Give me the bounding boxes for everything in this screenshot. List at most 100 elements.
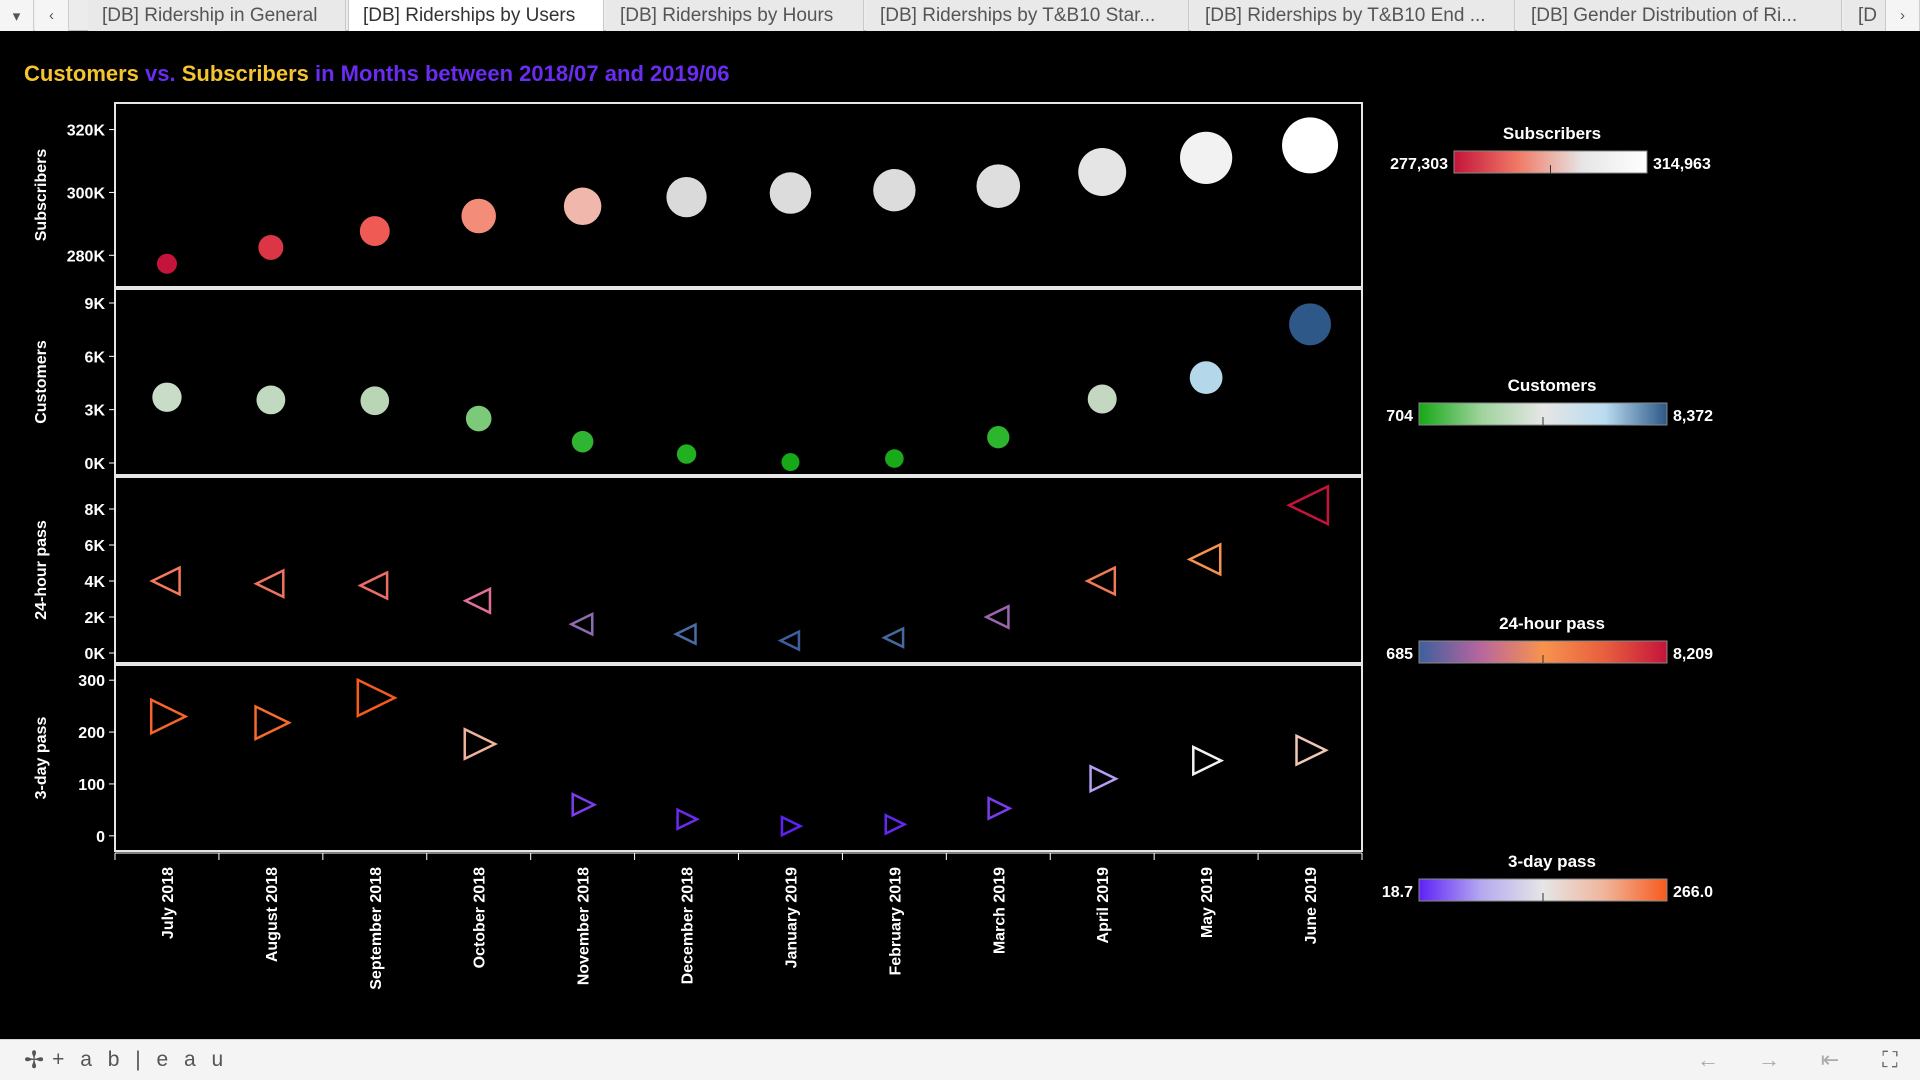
legend-3-day-pass[interactable]: 3-day pass 18.7 266.0 (1382, 852, 1713, 902)
tab-scroll-left-button[interactable]: ‹ (35, 0, 69, 31)
tab-riderships-by-hours[interactable]: [DB] Riderships by Hours (606, 0, 864, 31)
y-tick-label: 6K (85, 349, 106, 366)
mark-24-hour-pass-april-2019[interactable] (1084, 565, 1117, 597)
tab-menu-button[interactable]: ▾ (0, 0, 34, 31)
legend-max: 8,372 (1673, 408, 1713, 425)
y-tick-label: 9K (85, 296, 106, 313)
mark-3-day-pass-january-2019[interactable] (780, 815, 804, 838)
mark-customers-february-2019[interactable] (885, 449, 904, 468)
y-tick-label: 2K (85, 610, 106, 627)
mark-customers-november-2018[interactable] (571, 430, 594, 453)
mark-3-day-pass-may-2019[interactable] (1192, 744, 1225, 777)
tab-gender-distribution[interactable]: [DB] Gender Distribution of Ri... (1517, 0, 1842, 31)
y-axis-label: 24-hour pass (33, 520, 50, 620)
mark-customers-august-2018[interactable] (256, 385, 286, 415)
mark-24-hour-pass-december-2018[interactable] (673, 622, 697, 646)
mark-customers-july-2018[interactable] (152, 382, 182, 412)
tab-riderships-by-tb10-end[interactable]: [DB] Riderships by T&B10 End ... (1191, 0, 1515, 31)
mark-3-day-pass-october-2018[interactable] (463, 727, 498, 761)
y-tick-label: 8K (85, 502, 106, 519)
tab-label: [D (1858, 4, 1877, 26)
mark-customers-march-2019[interactable] (987, 426, 1010, 449)
tab-label: [DB] Riderships by T&B10 End ... (1205, 4, 1486, 26)
mark-24-hour-pass-july-2018[interactable] (149, 565, 181, 597)
mark-3-day-pass-february-2019[interactable] (884, 813, 908, 836)
mark-customers-january-2019[interactable] (781, 453, 800, 472)
tab-bar: ▾ ‹ [DB] Ridership in General [DB] Rider… (0, 0, 1920, 32)
tab-riderships-by-tb10-start[interactable]: [DB] Riderships by T&B10 Star... (866, 0, 1189, 31)
tableau-logo[interactable]: ✢ + a b | e a u (24, 1046, 228, 1074)
tab-label: [DB] Riderships by Users (363, 5, 576, 26)
y-axis-label: Subscribers (33, 149, 50, 242)
mark-subscribers-september-2018[interactable] (359, 216, 390, 247)
mark-24-hour-pass-february-2019[interactable] (881, 626, 905, 649)
mark-24-hour-pass-august-2018[interactable] (253, 568, 285, 599)
mark-3-day-pass-november-2018[interactable] (571, 792, 598, 818)
tab-truncated[interactable]: [D (1844, 0, 1886, 31)
undo-button[interactable]: ← (1693, 1047, 1723, 1072)
mark-24-hour-pass-november-2018[interactable] (568, 611, 594, 637)
mark-3-day-pass-march-2019[interactable] (987, 796, 1013, 821)
mark-24-hour-pass-may-2019[interactable] (1186, 542, 1222, 577)
mark-subscribers-december-2018[interactable] (666, 177, 707, 218)
mark-3-day-pass-september-2018[interactable] (356, 677, 398, 718)
mark-subscribers-june-2019[interactable] (1282, 117, 1339, 174)
chart-title: Customers vs. Subscribers in Months betw… (24, 61, 730, 86)
legend-max: 266.0 (1673, 884, 1713, 901)
x-tick-label: December 2018 (680, 867, 697, 985)
chevron-down-icon: ▾ (12, 7, 21, 25)
redo-button[interactable]: → (1754, 1047, 1784, 1072)
mark-subscribers-july-2018[interactable] (156, 253, 177, 274)
mark-subscribers-february-2019[interactable] (873, 169, 916, 212)
mark-24-hour-pass-june-2019[interactable] (1286, 484, 1330, 527)
mark-subscribers-january-2019[interactable] (769, 172, 812, 214)
legend-title: 3-day pass (1508, 852, 1596, 871)
revert-button[interactable]: ⇤ (1815, 1047, 1845, 1072)
mark-subscribers-august-2018[interactable] (258, 234, 284, 260)
mark-customers-april-2019[interactable] (1087, 384, 1117, 414)
legend-subscribers[interactable]: Subscribers 277,303 314,963 (1390, 124, 1711, 174)
mark-3-day-pass-december-2018[interactable] (676, 807, 700, 831)
mark-customers-december-2018[interactable] (676, 444, 697, 464)
mark-customers-september-2018[interactable] (360, 386, 390, 416)
legend-customers[interactable]: Customers 704 8,372 (1386, 376, 1713, 426)
fullscreen-icon: ⛶ (1882, 1047, 1898, 1072)
legend-title: 24-hour pass (1499, 614, 1605, 633)
y-axis-label: 3-day pass (33, 717, 50, 800)
y-tick-label: 100 (78, 777, 105, 794)
tableau-plus-icon: ✢ (24, 1046, 45, 1074)
legend-title: Subscribers (1503, 124, 1601, 143)
x-tick-label: February 2019 (887, 867, 904, 976)
mark-24-hour-pass-september-2018[interactable] (357, 570, 389, 601)
y-tick-label: 320K (67, 123, 106, 140)
chevron-left-icon: ‹ (49, 7, 54, 24)
mark-24-hour-pass-october-2018[interactable] (462, 586, 492, 615)
mark-subscribers-may-2019[interactable] (1180, 131, 1233, 184)
panel-frame (114, 664, 1363, 852)
mark-subscribers-march-2019[interactable] (976, 164, 1021, 208)
mark-subscribers-october-2018[interactable] (461, 198, 496, 234)
y-tick-label: 0K (85, 456, 106, 473)
arrow-left-icon: ← (1697, 1047, 1719, 1072)
legend-24-hour-pass[interactable]: 24-hour pass 685 8,209 (1386, 614, 1713, 664)
tab-ridership-in-general[interactable]: [DB] Ridership in General (88, 0, 346, 31)
mark-customers-may-2019[interactable] (1189, 361, 1223, 395)
tab-scroll-right-button[interactable]: › (1886, 0, 1920, 31)
mark-3-day-pass-august-2018[interactable] (254, 704, 292, 741)
mark-customers-october-2018[interactable] (465, 405, 492, 432)
mark-24-hour-pass-january-2019[interactable] (777, 629, 801, 652)
arrow-right-icon: → (1758, 1047, 1780, 1072)
panel-24-hour-pass: 24-hour pass 0K 2K 4K 6K 8K (33, 476, 1363, 664)
tab-riderships-by-users[interactable]: [DB] Riderships by Users (348, 0, 604, 32)
mark-subscribers-april-2019[interactable] (1078, 148, 1127, 196)
mark-24-hour-pass-march-2019[interactable] (983, 604, 1010, 630)
mark-3-day-pass-july-2018[interactable] (149, 697, 189, 736)
mark-subscribers-november-2018[interactable] (563, 187, 602, 226)
mark-3-day-pass-june-2019[interactable] (1295, 733, 1329, 767)
fullscreen-button[interactable]: ⛶ (1875, 1047, 1905, 1072)
mark-3-day-pass-april-2019[interactable] (1089, 764, 1119, 794)
title-subscribers: Subscribers (182, 61, 309, 86)
mark-customers-june-2019[interactable] (1289, 303, 1332, 346)
y-tick-label: 0K (85, 646, 106, 663)
legend-min: 685 (1386, 646, 1413, 663)
